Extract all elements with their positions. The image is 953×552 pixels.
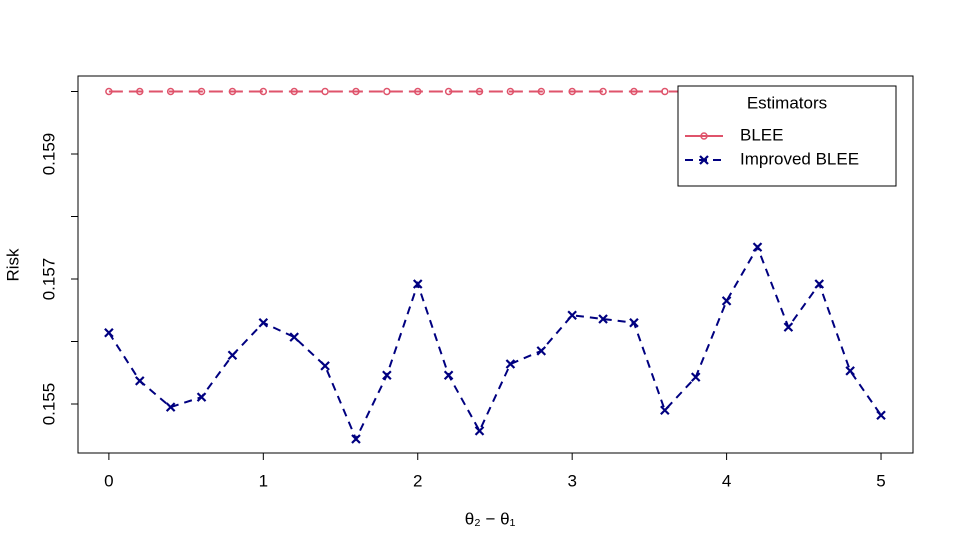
legend: Estimators BLEE Improved BLEE <box>677 85 897 187</box>
x-tick-label: 2 <box>413 471 422 490</box>
point <box>598 314 608 324</box>
point <box>568 87 576 96</box>
point <box>505 359 516 369</box>
point <box>289 332 299 342</box>
point <box>876 410 886 421</box>
point <box>258 317 269 328</box>
x-tick-label: 5 <box>876 471 885 490</box>
point <box>290 87 298 96</box>
point <box>259 87 268 96</box>
point <box>690 372 701 382</box>
point <box>351 434 361 444</box>
point <box>752 242 763 252</box>
point <box>227 350 238 361</box>
series-line <box>108 244 882 442</box>
legend-title: Estimators <box>747 93 827 112</box>
point <box>413 87 422 96</box>
point <box>661 87 669 96</box>
legend-marker <box>700 132 708 140</box>
legend-label: BLEE <box>740 125 783 144</box>
point <box>567 310 577 321</box>
point <box>630 87 638 96</box>
y-tick-label: 0.159 <box>39 133 58 176</box>
point <box>383 87 391 96</box>
point <box>165 402 176 412</box>
point <box>444 87 453 96</box>
point <box>845 366 855 376</box>
point <box>197 87 206 96</box>
point <box>196 392 207 402</box>
legend-marker <box>699 155 709 165</box>
point <box>412 279 423 289</box>
point <box>382 370 392 381</box>
point <box>506 87 515 96</box>
point <box>320 361 330 371</box>
point <box>536 346 547 356</box>
point <box>166 87 175 96</box>
x-tick-label: 0 <box>104 471 113 490</box>
point <box>105 87 113 96</box>
legend-label: Improved BLEE <box>740 149 859 168</box>
y-tick-label: 0.155 <box>39 383 58 426</box>
point <box>136 87 144 96</box>
point <box>474 426 485 436</box>
point <box>783 322 794 332</box>
point <box>443 370 454 381</box>
x-axis-label: θ₂ − θ₁ <box>465 509 516 528</box>
point <box>660 405 670 416</box>
x-tick-label: 4 <box>722 471 731 490</box>
point <box>475 87 484 96</box>
x-tick-label: 1 <box>259 471 268 490</box>
point <box>134 376 145 386</box>
point <box>537 87 546 96</box>
point <box>599 87 607 96</box>
point <box>321 87 329 96</box>
x-tick-label: 3 <box>567 471 576 490</box>
point <box>228 87 237 96</box>
point <box>721 296 732 306</box>
y-axis-label: Risk <box>3 248 22 282</box>
point <box>104 327 114 338</box>
y-tick-label: 0.157 <box>39 258 58 301</box>
point <box>814 279 825 289</box>
point <box>352 87 360 96</box>
point <box>629 317 639 328</box>
